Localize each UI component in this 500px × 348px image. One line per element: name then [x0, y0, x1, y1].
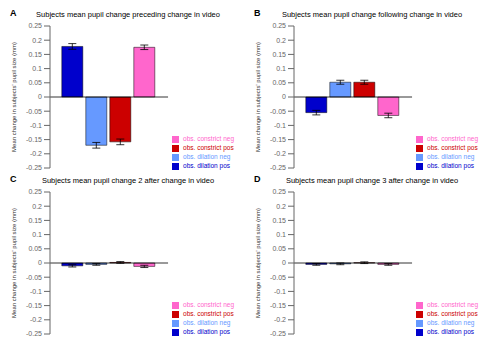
svg-text:-0.1: -0.1: [274, 122, 286, 129]
svg-text:Mean change in subjects' pupil: Mean change in subjects' pupil size (mm): [255, 208, 261, 318]
svg-text:0.05: 0.05: [272, 245, 286, 252]
svg-text:0.15: 0.15: [272, 217, 286, 224]
html-text:obs. dilation neg: obs. dilation neg: [427, 319, 475, 326]
svg-text:0.25: 0.25: [28, 22, 42, 29]
svg-text:0: 0: [282, 259, 286, 266]
html-text:obs. constrict pos: obs. constrict pos: [183, 310, 234, 317]
svg-text:0.2: 0.2: [276, 37, 286, 44]
svg-text:0.25: 0.25: [28, 188, 42, 195]
svg-text:-0.1: -0.1: [30, 122, 42, 129]
svg-text:0: 0: [282, 93, 286, 100]
html-text:Subjects mean pupil change 2 a: Subjects mean pupil change 2 after chang…: [41, 176, 215, 185]
svg-text:0.15: 0.15: [28, 51, 42, 58]
html-text:obs. dilation neg: obs. dilation neg: [427, 153, 475, 160]
html-text:Subjects mean pupil change pre: Subjects mean pupil change preceding cha…: [36, 10, 220, 19]
html-text:Subjects mean pupil change 3 a: Subjects mean pupil change 3 after chang…: [285, 176, 459, 185]
svg-text:0: 0: [38, 93, 42, 100]
html-text:obs. dilation neg: obs. dilation neg: [183, 319, 231, 326]
html-text:obs. constrict pos: obs. constrict pos: [427, 310, 478, 317]
html-text:obs. constrict neg: obs. constrict neg: [427, 301, 478, 308]
svg-text:-0.15: -0.15: [26, 136, 42, 143]
svg-text:Mean change in subjects' pupil: Mean change in subjects' pupil size (mm): [11, 42, 17, 152]
svg-text:0.2: 0.2: [32, 203, 42, 210]
svg-text:-0.15: -0.15: [270, 302, 286, 309]
html-text:obs. dilation pos: obs. dilation pos: [183, 328, 230, 335]
svg-text:-0.25: -0.25: [270, 330, 286, 337]
svg-text:0.1: 0.1: [32, 231, 42, 238]
svg-text:-0.15: -0.15: [270, 136, 286, 143]
svg-text:-0.05: -0.05: [270, 274, 286, 281]
svg-text:-0.15: -0.15: [26, 302, 42, 309]
svg-text:-0.25: -0.25: [26, 164, 42, 171]
svg-text:-0.05: -0.05: [26, 108, 42, 115]
svg-text:0: 0: [38, 259, 42, 266]
html-text:obs. constrict pos: obs. constrict pos: [427, 144, 478, 151]
html-text:Subjects mean pupil change fol: Subjects mean pupil change following cha…: [281, 10, 463, 19]
html-text:C: C: [10, 174, 17, 184]
html-text:obs. dilation pos: obs. dilation pos: [427, 328, 474, 335]
svg-text:-0.2: -0.2: [30, 316, 42, 323]
svg-text:-0.2: -0.2: [274, 316, 286, 323]
svg-text:Mean change in subjects' pupil: Mean change in subjects' pupil size (mm): [11, 208, 17, 318]
svg-text:-0.1: -0.1: [30, 288, 42, 295]
svg-text:0.25: 0.25: [272, 22, 286, 29]
svg-text:-0.05: -0.05: [270, 108, 286, 115]
html-text:obs. dilation pos: obs. dilation pos: [427, 162, 474, 169]
svg-text:0.05: 0.05: [272, 79, 286, 86]
svg-text:0.2: 0.2: [32, 37, 42, 44]
html-text:obs. constrict neg: obs. constrict neg: [183, 135, 234, 142]
svg-text:-0.25: -0.25: [270, 164, 286, 171]
svg-text:0.15: 0.15: [28, 217, 42, 224]
svg-text:0.2: 0.2: [276, 203, 286, 210]
html-text:A: A: [10, 8, 17, 18]
svg-text:0.25: 0.25: [272, 188, 286, 195]
svg-text:-0.2: -0.2: [30, 150, 42, 157]
svg-text:0.15: 0.15: [272, 51, 286, 58]
svg-text:0.1: 0.1: [32, 65, 42, 72]
html-text:obs. dilation pos: obs. dilation pos: [183, 162, 230, 169]
html-text:obs. constrict pos: obs. constrict pos: [183, 144, 234, 151]
svg-text:-0.1: -0.1: [274, 288, 286, 295]
html-text:B: B: [254, 8, 261, 18]
svg-text:0.05: 0.05: [28, 79, 42, 86]
svg-text:-0.2: -0.2: [274, 150, 286, 157]
svg-text:0.1: 0.1: [276, 65, 286, 72]
svg-text:0.1: 0.1: [276, 231, 286, 238]
svg-text:-0.05: -0.05: [26, 274, 42, 281]
html-text:D: D: [254, 174, 261, 184]
svg-text:Mean change in subjects' pupil: Mean change in subjects' pupil size (mm): [255, 42, 261, 152]
html-text:obs. constrict neg: obs. constrict neg: [183, 301, 234, 308]
html-text:obs. dilation neg: obs. dilation neg: [183, 153, 231, 160]
svg-text:0.05: 0.05: [28, 245, 42, 252]
svg-text:-0.25: -0.25: [26, 330, 42, 337]
html-text:obs. constrict neg: obs. constrict neg: [427, 135, 478, 142]
